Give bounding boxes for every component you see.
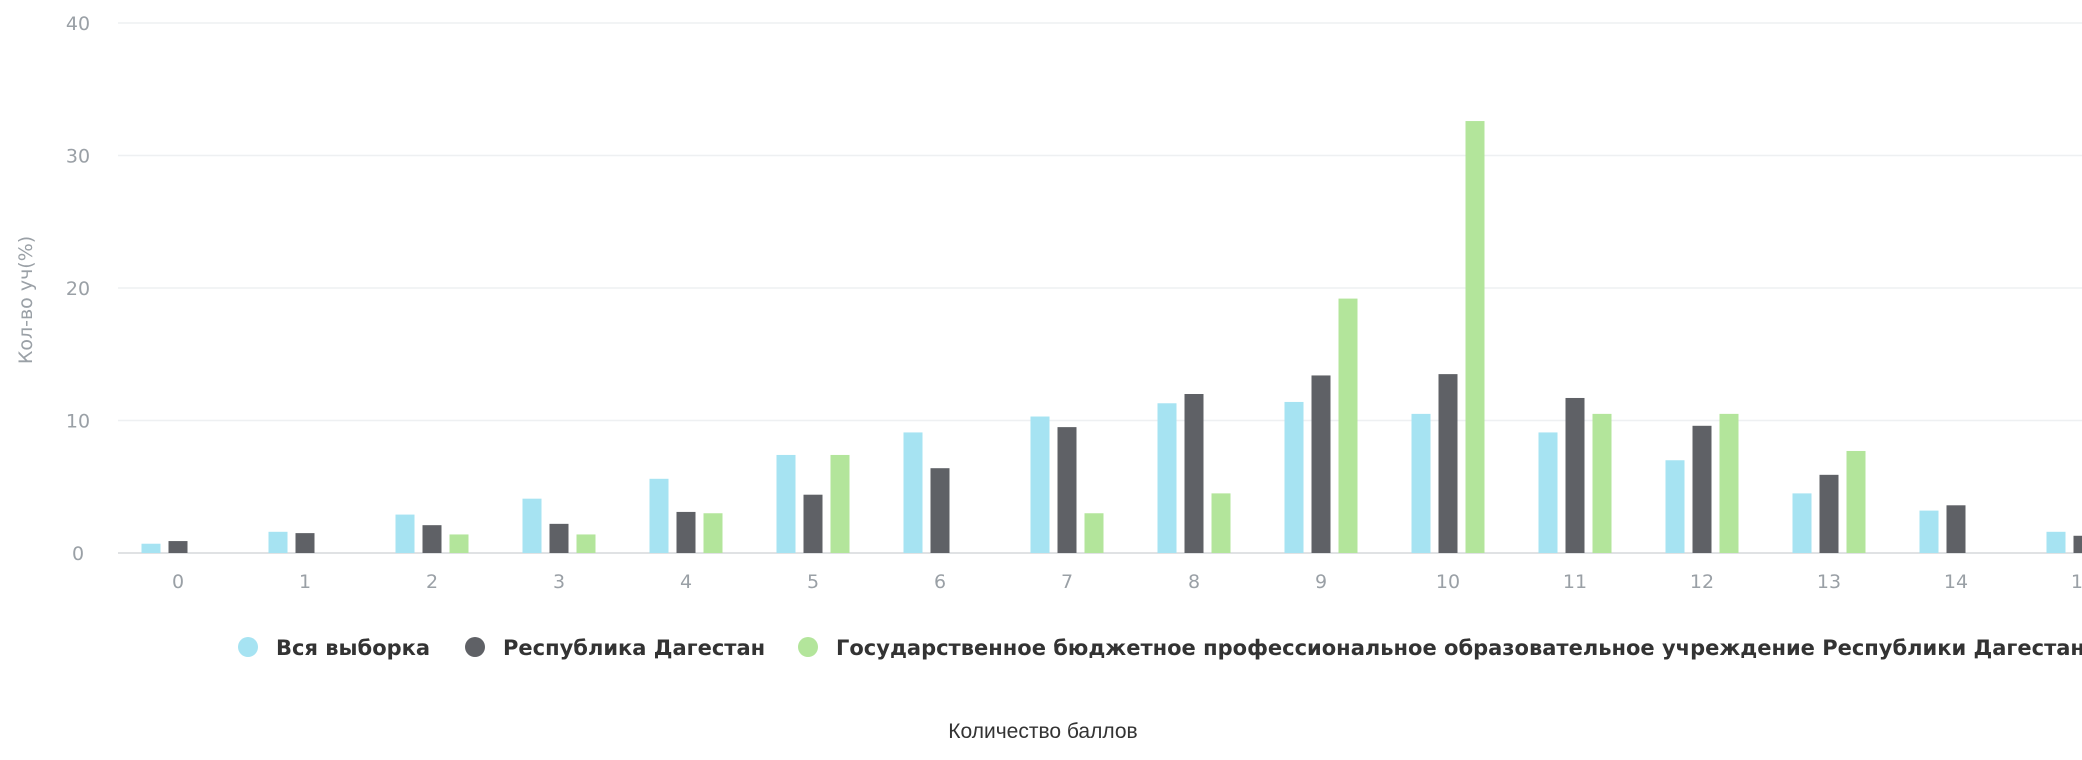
bar-series-2-cat-10: [1465, 121, 1485, 554]
bar-series-2-cat-7: [1084, 513, 1104, 553]
bar-series-1-cat-0: [168, 541, 188, 553]
bar-series-1-cat-10: [1438, 374, 1458, 553]
bar-series-1-cat-13: [1819, 474, 1839, 553]
legend-label-2: Государственное бюджетное профессиональн…: [836, 636, 2082, 660]
bar-series-2-cat-4: [703, 513, 723, 553]
bar-series-2-cat-2: [449, 534, 469, 553]
legend-label-1: Республика Дагестан: [503, 636, 765, 660]
bar-series-1-cat-5: [803, 494, 823, 553]
bar-series-0-cat-0: [141, 543, 161, 553]
y-tick-label: 30: [66, 146, 90, 168]
bar-series-0-cat-6: [903, 432, 923, 553]
x-tick-label: 13: [1817, 571, 1841, 593]
x-tick-label: 6: [934, 571, 946, 593]
bar-series-0-cat-1: [268, 531, 288, 553]
bar-series-1-cat-4: [676, 511, 696, 553]
bars-layer: [141, 121, 2082, 554]
x-tick-label: 3: [553, 571, 565, 593]
y-tick-label: 0: [72, 543, 84, 565]
bar-series-0-cat-10: [1411, 413, 1431, 553]
x-tick-label: 8: [1188, 571, 1200, 593]
bar-series-2-cat-3: [576, 534, 596, 553]
x-tick-label: 4: [680, 571, 692, 593]
x-tick-label: 11: [1563, 571, 1587, 593]
bar-series-0-cat-14: [1919, 510, 1939, 553]
legend-item-2[interactable]: Государственное бюджетное профессиональн…: [798, 636, 2082, 660]
legend-label-0: Вся выборка: [276, 636, 430, 660]
y-tick-labels: 0 10 20 30 40: [66, 13, 90, 565]
bar-series-0-cat-12: [1665, 460, 1685, 553]
bar-series-1-cat-1: [295, 533, 315, 553]
bar-series-0-cat-5: [776, 454, 796, 553]
y-tick-label: 10: [66, 411, 90, 433]
bar-series-2-cat-8: [1211, 493, 1231, 553]
bar-series-1-cat-8: [1184, 394, 1204, 553]
bar-series-1-cat-6: [930, 468, 950, 553]
legend-item-1[interactable]: Республика Дагестан: [465, 636, 765, 660]
bar-series-2-cat-13: [1846, 450, 1866, 553]
x-tick-label: 1: [299, 571, 311, 593]
bar-series-0-cat-11: [1538, 432, 1558, 553]
x-tick-labels: 0123456789101112131415: [172, 571, 2082, 593]
bar-series-1-cat-12: [1692, 425, 1712, 553]
bar-series-0-cat-3: [522, 498, 542, 553]
bar-series-0-cat-9: [1284, 401, 1304, 553]
grid-layer: [118, 22, 2082, 554]
x-axis-label: Количество баллов: [948, 720, 1137, 743]
bar-series-1-cat-15: [2073, 535, 2082, 553]
x-tick-label: 0: [172, 571, 184, 593]
x-tick-label: 9: [1315, 571, 1327, 593]
x-tick-label: 7: [1061, 571, 1073, 593]
bar-series-2-cat-9: [1338, 298, 1358, 553]
bar-series-0-cat-13: [1792, 493, 1812, 553]
x-tick-label: 5: [807, 571, 819, 593]
bar-series-0-cat-7: [1030, 416, 1050, 553]
bar-series-0-cat-8: [1157, 403, 1177, 553]
legend-item-0[interactable]: Вся выборка: [238, 636, 430, 660]
y-tick-label: 40: [66, 13, 90, 35]
bar-series-1-cat-14: [1946, 505, 1966, 553]
legend-marker-1: [465, 637, 485, 657]
bar-series-1-cat-9: [1311, 375, 1331, 553]
x-tick-label: 15: [2071, 571, 2082, 593]
bar-series-2-cat-5: [830, 454, 850, 553]
y-tick-label: 20: [66, 278, 90, 300]
bar-series-1-cat-7: [1057, 427, 1077, 553]
bar-series-0-cat-15: [2046, 531, 2066, 553]
x-tick-label: 10: [1436, 571, 1460, 593]
bar-series-1-cat-3: [549, 523, 569, 553]
bar-series-2-cat-11: [1592, 413, 1612, 553]
x-tick-label: 2: [426, 571, 438, 593]
y-axis-label: Кол-во уч(%): [15, 236, 37, 364]
legend-marker-0: [238, 637, 258, 657]
legend-marker-2: [798, 637, 818, 657]
bar-series-0-cat-4: [649, 478, 669, 553]
bar-series-0-cat-2: [395, 514, 415, 553]
x-tick-label: 12: [1690, 571, 1714, 593]
bar-series-1-cat-2: [422, 525, 442, 553]
bar-series-2-cat-12: [1719, 413, 1739, 553]
legend: Вся выборка Республика Дагестан Государств…: [238, 636, 2082, 660]
x-tick-label: 14: [1944, 571, 1968, 593]
bar-series-1-cat-11: [1565, 397, 1585, 553]
